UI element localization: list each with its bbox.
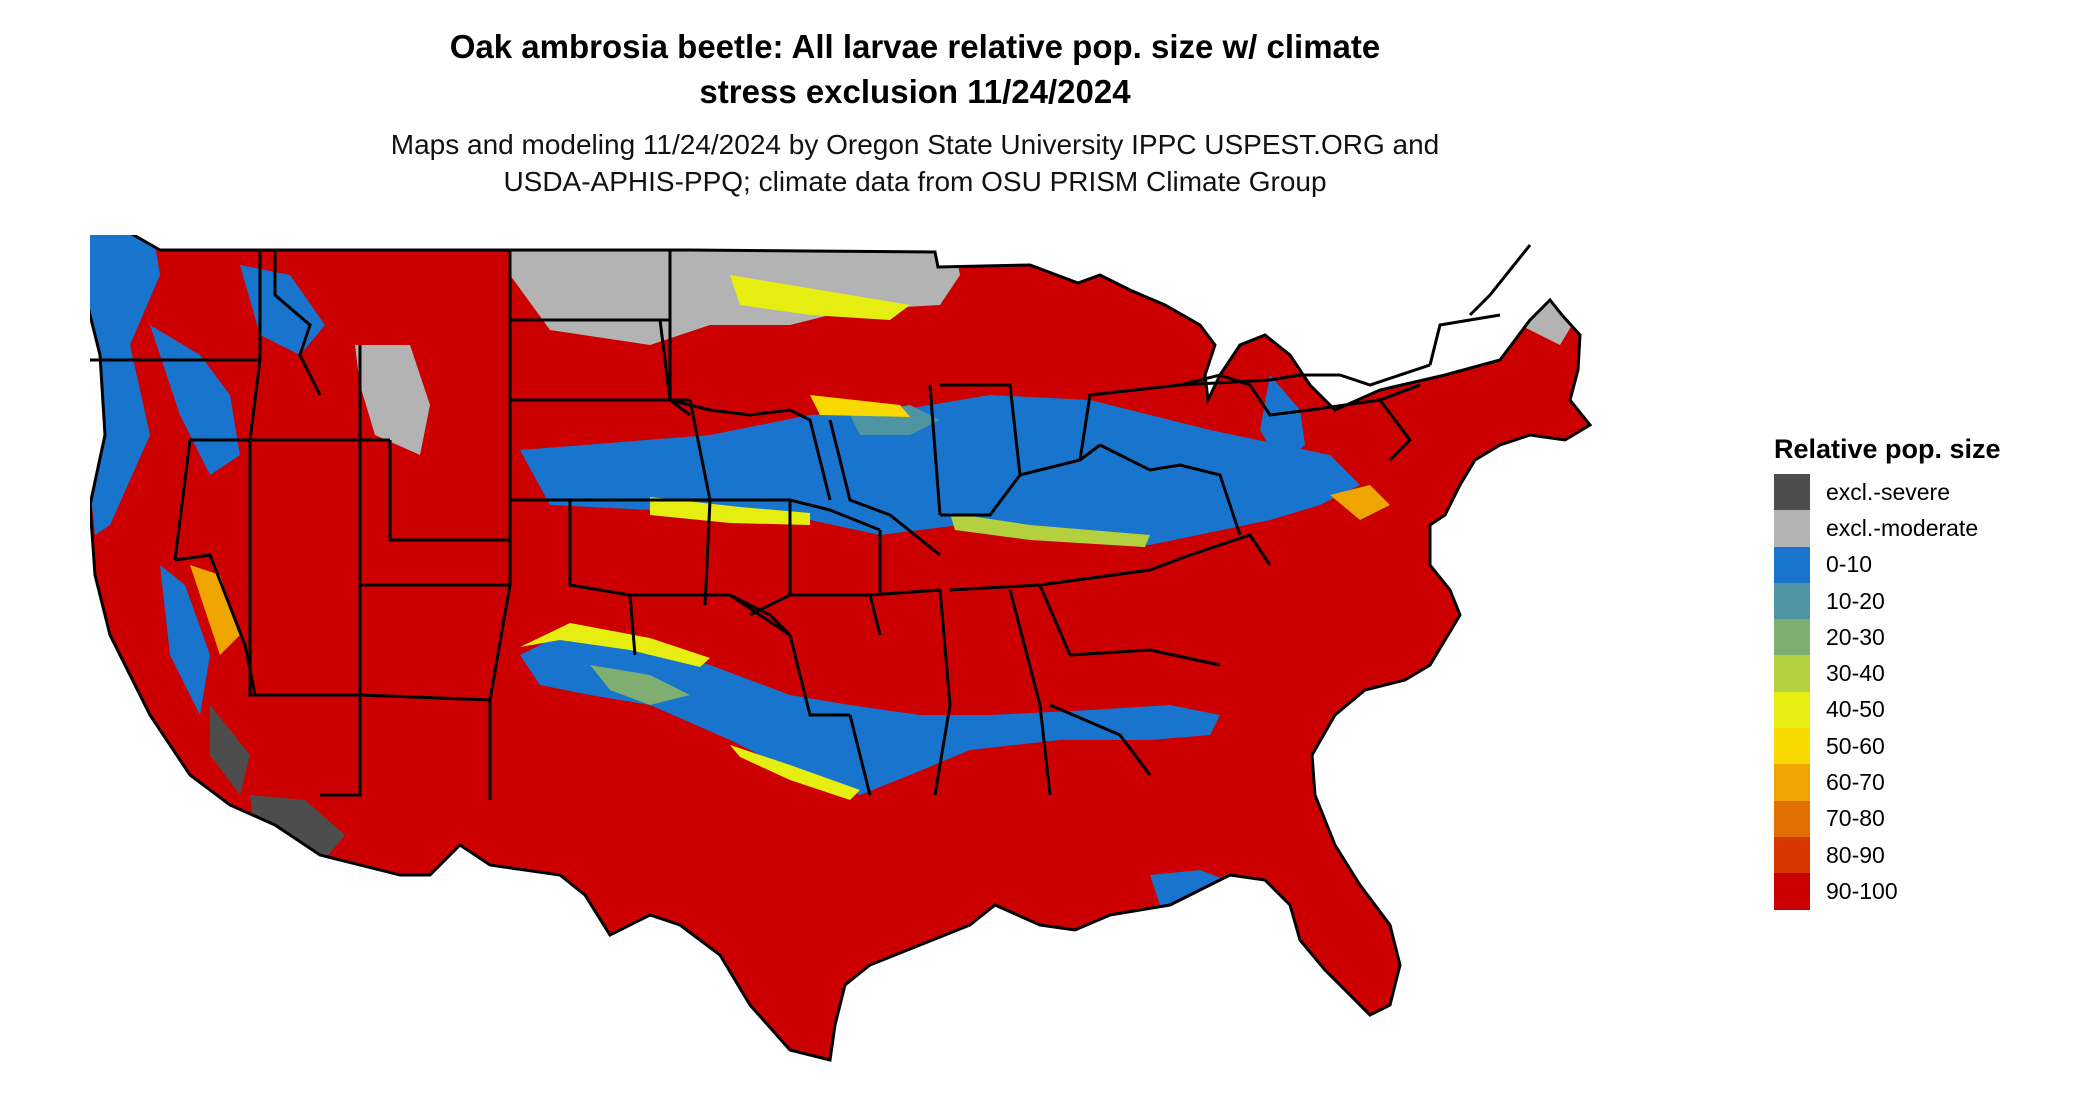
us-map-svg (83, 208, 1730, 1115)
state-boundary-line (1049, 703, 1152, 776)
map-title-line-2: stress exclusion 11/24/2024 (699, 73, 1131, 110)
map-title-line-1: Oak ambrosia beetle: All larvae relative… (449, 28, 1381, 65)
legend-swatch (1774, 510, 1810, 547)
legend-swatch (1774, 728, 1810, 765)
legend-items: excl.-severe excl.-moderate 0-10 10-20 2… (1774, 474, 2001, 910)
state-boundary-line (928, 384, 942, 516)
state-boundary-line (248, 440, 362, 697)
us-population-map (83, 208, 1730, 1120)
map-region (730, 745, 860, 800)
state-boundary-line (710, 498, 881, 532)
legend-item-excl-severe: excl.-severe (1774, 474, 2001, 511)
map-title: Oak ambrosia beetle: All larvae relative… (0, 24, 1830, 114)
map-region (1330, 485, 1390, 520)
legend-item-20-30: 20-30 (1774, 619, 2001, 656)
map-region (85, 215, 160, 535)
map-region (650, 497, 810, 525)
legend-swatch (1774, 655, 1810, 692)
map-subtitle: Maps and modeling 11/24/2024 by Oregon S… (0, 126, 1830, 200)
legend-label: 80-90 (1826, 841, 1885, 868)
legend-swatch (1774, 546, 1810, 583)
map-region (520, 630, 1220, 795)
legend-item-10-20: 10-20 (1774, 582, 2001, 620)
legend-label: 40-50 (1826, 696, 1885, 723)
state-boundary-line (1189, 533, 1272, 566)
state-boundary-line (1269, 373, 1340, 382)
legend-swatch (1774, 764, 1810, 801)
legend-label: 10-20 (1826, 587, 1885, 614)
legend-label: 90-100 (1826, 877, 1898, 904)
legend-title: Relative pop. size (1774, 434, 2001, 464)
state-boundary-line (1039, 553, 1191, 587)
state-boundary-line (1378, 399, 1412, 462)
state-boundary-line (729, 593, 850, 717)
legend-swatch (1774, 800, 1810, 837)
legend-swatch (1774, 582, 1810, 620)
map-region (250, 795, 345, 865)
map-region (150, 325, 240, 475)
map-region (730, 275, 910, 320)
state-boundary-line (488, 250, 512, 800)
state-boundaries (90, 244, 1532, 800)
state-boundary-line (789, 408, 832, 501)
state-boundary-line (688, 399, 712, 501)
map-region (210, 705, 250, 795)
legend-item-60-70: 60-70 (1774, 764, 2001, 801)
state-boundary-line (1008, 589, 1052, 796)
state-boundary-line (658, 319, 791, 417)
state-boundary-line (828, 419, 941, 557)
map-region (590, 665, 690, 705)
legend-swatch (1774, 873, 1810, 910)
map-region (1260, 375, 1305, 465)
map-region (190, 565, 240, 655)
legend-label: 20-30 (1826, 623, 1885, 650)
state-boundary-line (940, 383, 1022, 476)
state-boundary-line (1428, 313, 1501, 366)
legend-item-90-100: 90-100 (1774, 873, 2001, 910)
legend-item-80-90: 80-90 (1774, 836, 2001, 874)
legend-item-70-80: 70-80 (1774, 800, 2001, 837)
state-boundary-line (940, 474, 1022, 517)
legend-label: 60-70 (1826, 769, 1885, 796)
map-region (160, 565, 210, 715)
legend-swatch (1774, 836, 1810, 874)
state-boundary-line (1078, 378, 1271, 461)
legend-item-40-50: 40-50 (1774, 691, 2001, 729)
map-subtitle-line-2: USDA-APHIS-PPQ; climate data from OSU PR… (503, 166, 1327, 197)
legend-label: excl.-severe (1826, 478, 1950, 505)
map-region (950, 513, 1150, 547)
state-boundary-line (1468, 244, 1532, 317)
map-region (355, 345, 430, 455)
legend-label: 30-40 (1826, 660, 1885, 687)
map-region (520, 623, 710, 667)
state-boundary-line (273, 250, 322, 396)
state-boundary-line (848, 714, 872, 796)
state-boundary-line (1179, 373, 1311, 417)
state-boundary-line (1069, 648, 1221, 667)
state-boundary-line (869, 588, 952, 796)
state-boundary-line (568, 500, 637, 656)
state-boundary-line (510, 318, 691, 417)
state-boundary-line (1099, 443, 1242, 536)
legend-swatch (1774, 691, 1810, 729)
legend-swatch (1774, 619, 1810, 656)
state-boundary-line (630, 593, 792, 637)
legend-label: 50-60 (1826, 732, 1885, 759)
state-boundary-line (388, 440, 510, 542)
state-boundary-line (1339, 363, 1431, 387)
legend-item-0-10: 0-10 (1774, 546, 2001, 583)
state-boundary-line (359, 693, 491, 702)
legend-label: 70-80 (1826, 805, 1885, 832)
legend-item-50-60: 50-60 (1774, 728, 2001, 765)
legend-label: excl.-moderate (1826, 514, 1979, 541)
legend-item-excl-moderate: excl.-moderate (1774, 510, 2001, 547)
legend: Relative pop. size excl.-severe excl.-mo… (1774, 432, 2001, 910)
legend-swatch (1774, 474, 1810, 511)
legend-item-30-40: 30-40 (1774, 655, 2001, 692)
state-boundary-line (320, 695, 362, 797)
map-subtitle-line-1: Maps and modeling 11/24/2024 by Oregon S… (390, 129, 1440, 160)
map-region (810, 395, 910, 417)
legend-label: 0-10 (1826, 551, 1873, 578)
